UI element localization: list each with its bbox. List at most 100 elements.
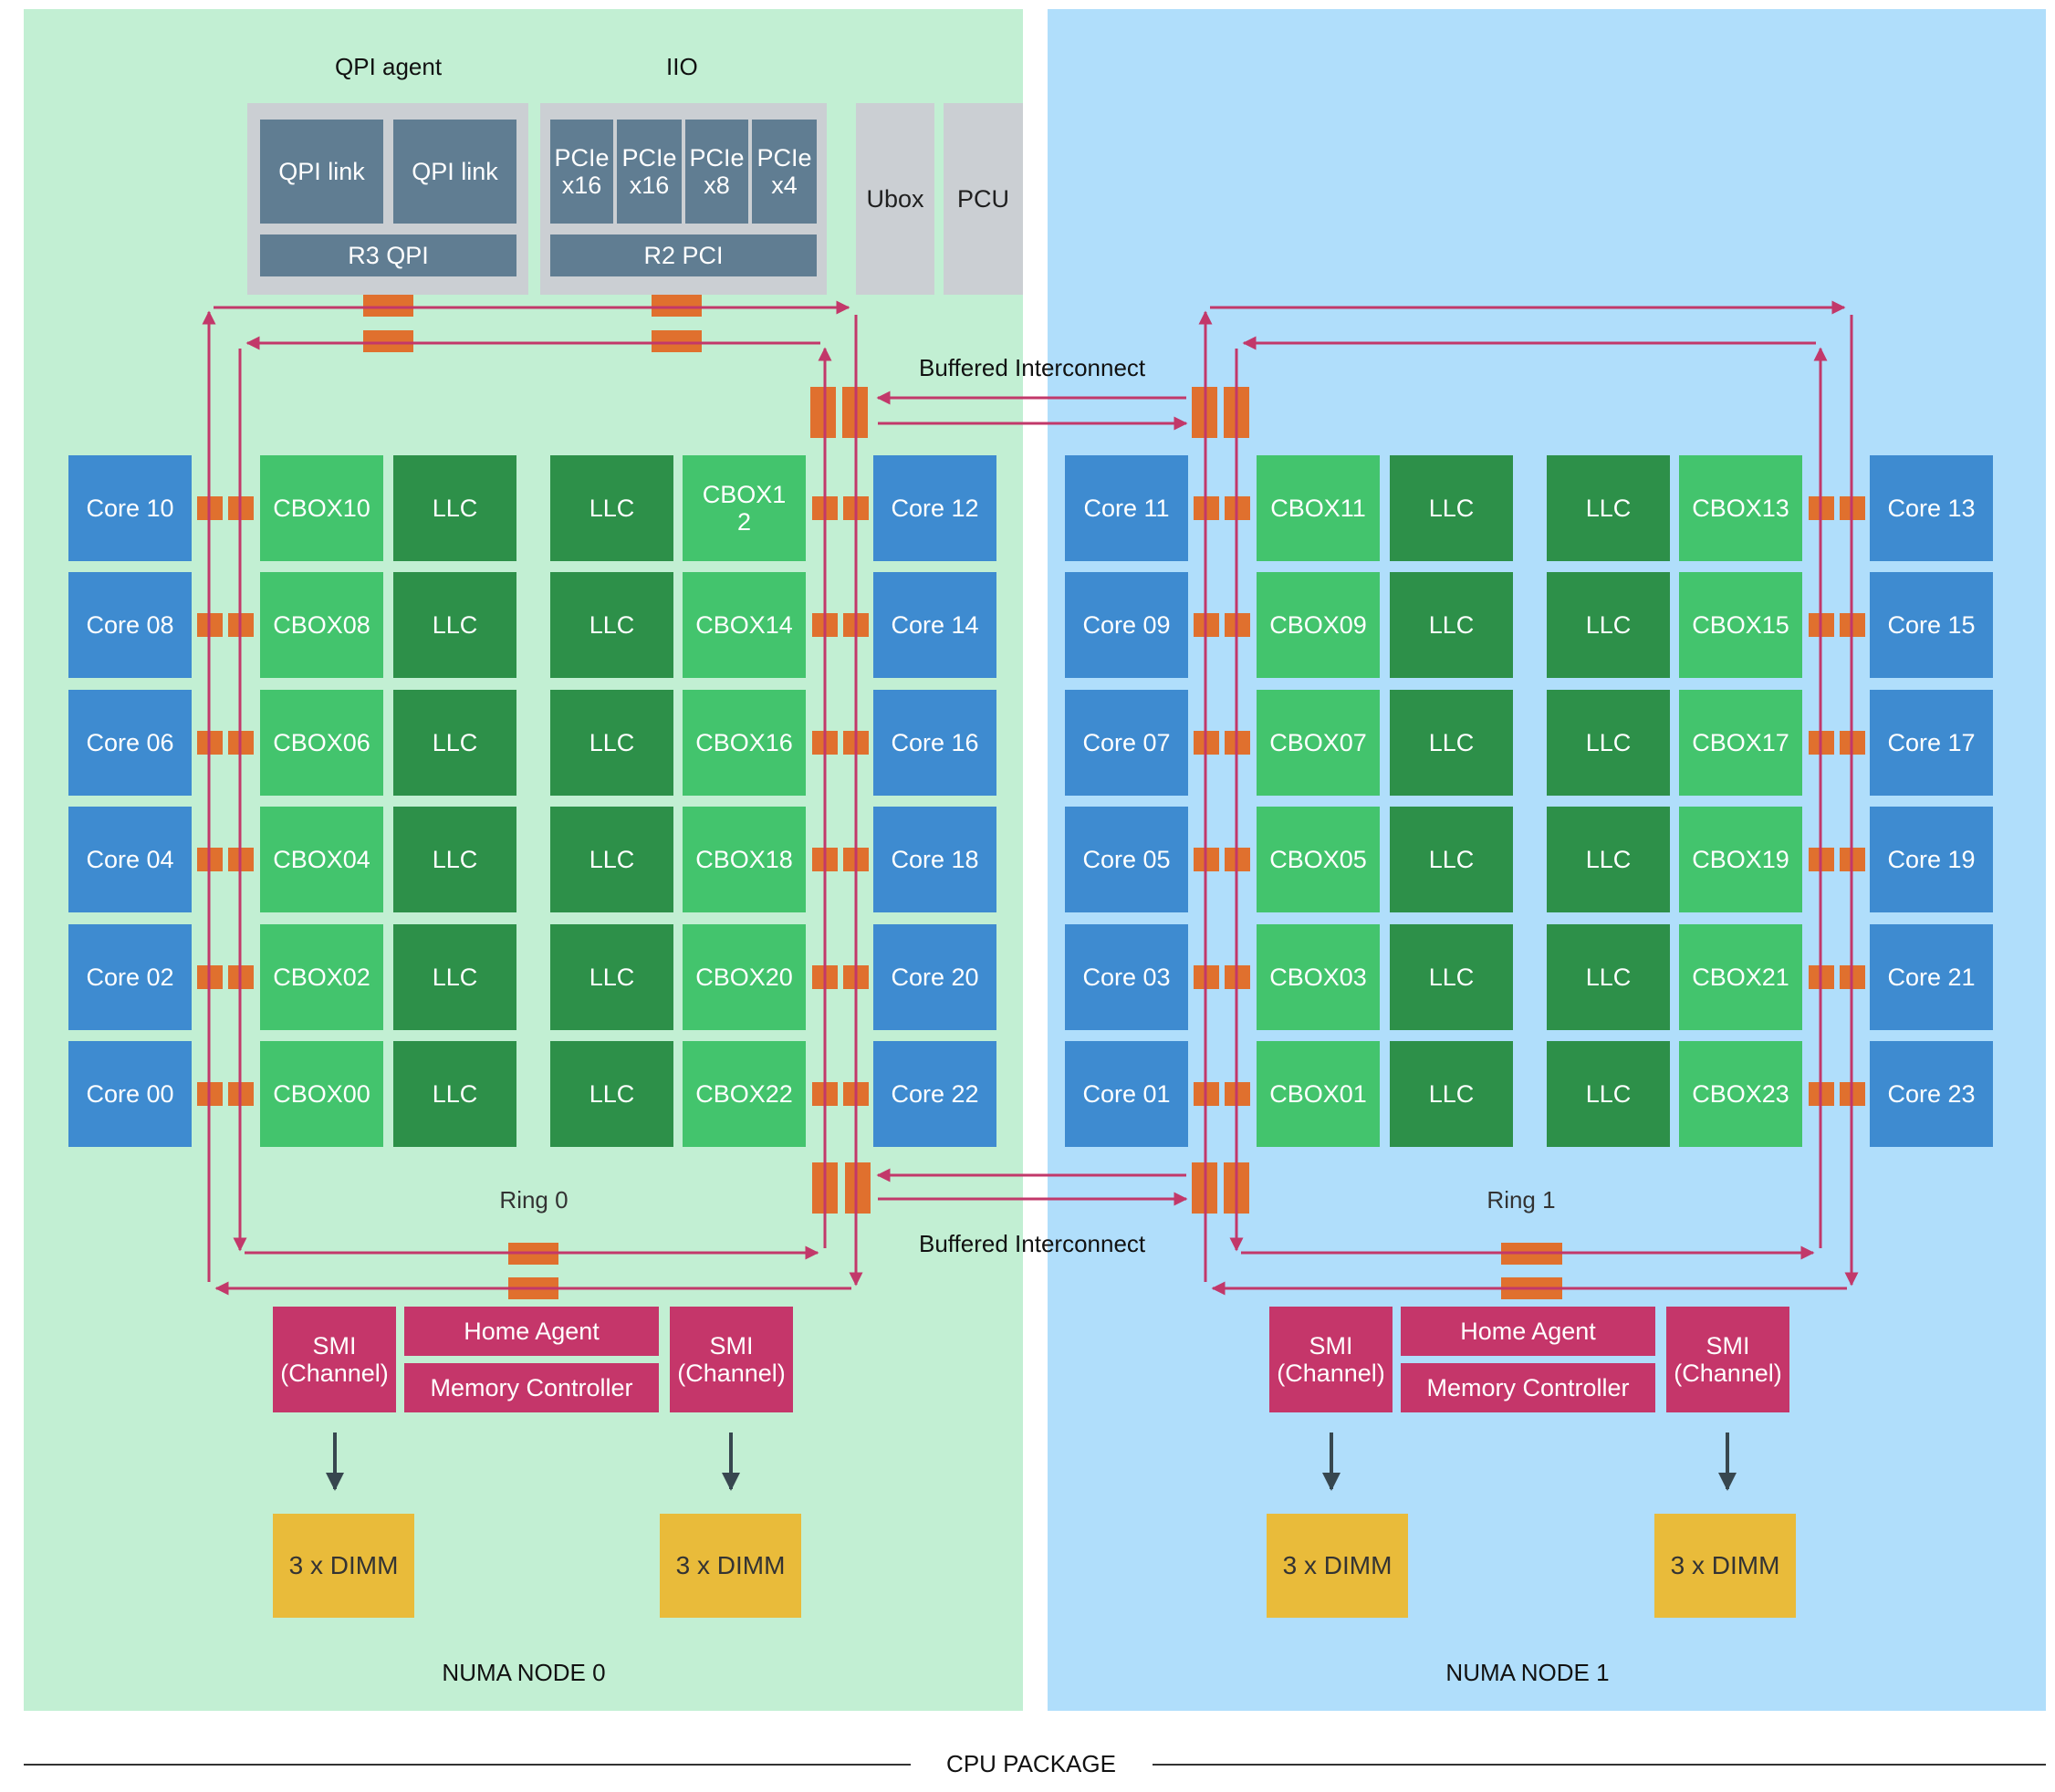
cbox-box: CBOX17 (1679, 690, 1802, 796)
numa-node-name: NUMA NODE 0 (442, 1659, 606, 1686)
ring-stop (1501, 1243, 1562, 1265)
package-rule-right (1153, 1764, 2046, 1766)
pcie-x16-a: PCIe x16 (550, 120, 613, 224)
home-agent: Home Agent (1401, 1307, 1655, 1356)
pcu: PCU (944, 103, 1023, 295)
llc-box: LLC (1390, 1041, 1513, 1147)
buffered-interconnect-top-label: Buffered Interconnect (919, 354, 1146, 381)
cbox-box: CBOX22 (683, 1041, 806, 1147)
ring-stop (1809, 1082, 1834, 1106)
ring-stop (508, 1277, 558, 1299)
core-box: Core 15 (1870, 572, 1993, 678)
cbox-box: CBOX14 (683, 572, 806, 678)
ring-stop (1840, 1082, 1865, 1106)
ring-stop (197, 1082, 223, 1106)
buffered-interconnect-bottom-label: Buffered Interconnect (919, 1230, 1146, 1257)
home-agent: Home Agent (404, 1307, 659, 1356)
memory-controller: Memory Controller (404, 1363, 659, 1412)
dimm-left: 3 x DIMM (273, 1514, 414, 1618)
ring-stop (652, 330, 702, 352)
pcie-x4: PCIe x4 (752, 120, 817, 224)
ring-stop (843, 965, 869, 989)
ring-stop (363, 330, 413, 352)
cbox-box: CBOX23 (1679, 1041, 1802, 1147)
cbox-box: CBOX19 (1679, 807, 1802, 912)
llc-box: LLC (1390, 455, 1513, 561)
ring-stop (228, 848, 254, 871)
cbox-box: CBOX09 (1257, 572, 1380, 678)
llc-box: LLC (550, 572, 673, 678)
ring-stop (363, 295, 413, 317)
core-box: Core 22 (873, 1041, 996, 1147)
core-box: Core 17 (1870, 690, 1993, 796)
llc-box: LLC (1390, 924, 1513, 1030)
ubox: Ubox (856, 103, 934, 295)
cbox-box: CBOX13 (1679, 455, 1802, 561)
ring-stop (1809, 496, 1834, 520)
ring-stop (228, 731, 254, 755)
core-box: Core 11 (1065, 455, 1188, 561)
core-box: Core 00 (68, 1041, 192, 1147)
dimm-right: 3 x DIMM (1654, 1514, 1796, 1618)
llc-box: LLC (550, 1041, 673, 1147)
ring-stop (1809, 848, 1834, 871)
dimm-right: 3 x DIMM (660, 1514, 801, 1618)
llc-box: LLC (393, 807, 516, 912)
cbox-box: CBOX01 (1257, 1041, 1380, 1147)
core-box: Core 09 (1065, 572, 1188, 678)
ring-stop (1501, 1277, 1562, 1299)
smi-channel-right: SMI (Channel) (670, 1307, 793, 1412)
interconnect-buffer (1224, 387, 1249, 438)
cbox-box: CBOX02 (260, 924, 383, 1030)
cbox-box: CBOX11 (1257, 455, 1380, 561)
ring-stop (1225, 496, 1250, 520)
core-box: Core 04 (68, 807, 192, 912)
cbox-box: CBOX07 (1257, 690, 1380, 796)
ring-stop (812, 965, 838, 989)
cbox-box: CBOX1 2 (683, 455, 806, 561)
llc-box: LLC (393, 924, 516, 1030)
cbox-box: CBOX03 (1257, 924, 1380, 1030)
pcie-x8: PCIe x8 (685, 120, 748, 224)
ring-stop (1809, 613, 1834, 637)
ring-stop (812, 848, 838, 871)
cbox-box: CBOX20 (683, 924, 806, 1030)
llc-box: LLC (1390, 807, 1513, 912)
cbox-box: CBOX18 (683, 807, 806, 912)
core-box: Core 18 (873, 807, 996, 912)
interconnect-buffer (812, 1162, 838, 1214)
ring-stop (1840, 965, 1865, 989)
cbox-box: CBOX04 (260, 807, 383, 912)
ring-stop (843, 848, 869, 871)
interconnect-buffer (845, 1162, 871, 1214)
ring-label: Ring 1 (1486, 1186, 1556, 1214)
llc-box: LLC (550, 807, 673, 912)
ring-label: Ring 0 (499, 1186, 569, 1214)
iio-label: IIO (666, 53, 698, 80)
ring-stop (197, 613, 223, 637)
pcie-x16-b: PCIe x16 (617, 120, 682, 224)
ring-stop (1194, 731, 1219, 755)
ring-stop (1840, 848, 1865, 871)
ring-stop (197, 731, 223, 755)
ring-stop (197, 848, 223, 871)
cbox-box: CBOX10 (260, 455, 383, 561)
cbox-box: CBOX00 (260, 1041, 383, 1147)
ring-stop (228, 1082, 254, 1106)
ring-stop (843, 1082, 869, 1106)
ring-stop (812, 613, 838, 637)
smi-channel-left: SMI (Channel) (1269, 1307, 1393, 1412)
interconnect-buffer (1192, 387, 1217, 438)
core-box: Core 07 (1065, 690, 1188, 796)
llc-box: LLC (1390, 572, 1513, 678)
ring-stop (1809, 731, 1834, 755)
ring-stop (812, 1082, 838, 1106)
ring-stop (508, 1243, 558, 1265)
ring-stop (843, 613, 869, 637)
dimm-left: 3 x DIMM (1267, 1514, 1408, 1618)
cbox-box: CBOX06 (260, 690, 383, 796)
ring-stop (1809, 965, 1834, 989)
memory-controller: Memory Controller (1401, 1363, 1655, 1412)
core-box: Core 08 (68, 572, 192, 678)
interconnect-buffer (810, 387, 836, 438)
